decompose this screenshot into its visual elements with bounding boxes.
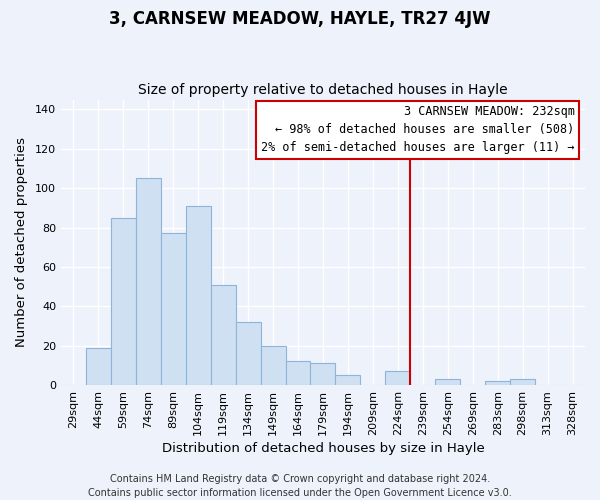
- Bar: [485, 381, 510, 385]
- Bar: [111, 218, 136, 385]
- Bar: [385, 372, 410, 385]
- Bar: [260, 346, 286, 385]
- Y-axis label: Number of detached properties: Number of detached properties: [15, 138, 28, 348]
- Bar: [161, 234, 186, 385]
- Bar: [211, 284, 236, 385]
- X-axis label: Distribution of detached houses by size in Hayle: Distribution of detached houses by size …: [161, 442, 484, 455]
- Text: Contains HM Land Registry data © Crown copyright and database right 2024.
Contai: Contains HM Land Registry data © Crown c…: [88, 474, 512, 498]
- Bar: [136, 178, 161, 385]
- Text: 3, CARNSEW MEADOW, HAYLE, TR27 4JW: 3, CARNSEW MEADOW, HAYLE, TR27 4JW: [109, 10, 491, 28]
- Text: 3 CARNSEW MEADOW: 232sqm
← 98% of detached houses are smaller (508)
2% of semi-d: 3 CARNSEW MEADOW: 232sqm ← 98% of detach…: [261, 106, 575, 154]
- Bar: [186, 206, 211, 385]
- Bar: [510, 379, 535, 385]
- Bar: [310, 364, 335, 385]
- Bar: [335, 375, 361, 385]
- Bar: [86, 348, 111, 385]
- Bar: [236, 322, 260, 385]
- Title: Size of property relative to detached houses in Hayle: Size of property relative to detached ho…: [138, 83, 508, 97]
- Bar: [435, 379, 460, 385]
- Bar: [286, 362, 310, 385]
